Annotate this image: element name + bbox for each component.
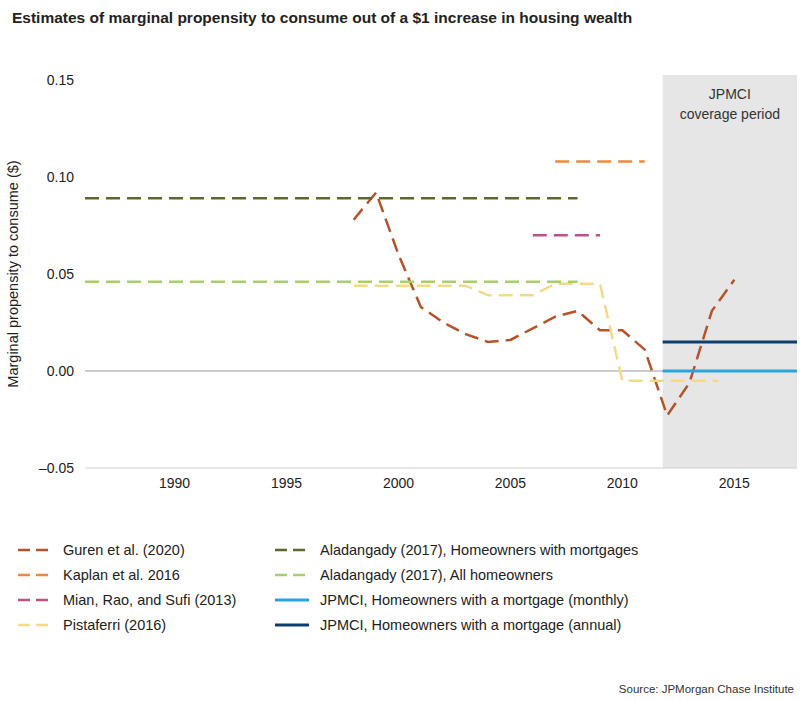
x-tick-label: 2000 bbox=[383, 475, 414, 491]
series-line bbox=[533, 234, 600, 237]
legend-label: Mian, Rao, and Sufi (2013) bbox=[63, 592, 236, 608]
legend-swatch bbox=[18, 599, 52, 602]
legend-label: JPMCI, Homeowners with a mortgage (annua… bbox=[320, 617, 621, 633]
reference-line bbox=[85, 371, 797, 372]
chart-svg: Estimates of marginal propensity to cons… bbox=[0, 0, 800, 701]
y-tick-label: 0.15 bbox=[47, 72, 74, 88]
y-tick-label: –0.05 bbox=[39, 460, 74, 476]
series-line bbox=[354, 193, 735, 416]
x-tick-label: 2015 bbox=[719, 475, 750, 491]
series-line bbox=[663, 340, 797, 343]
legend-swatch bbox=[275, 549, 309, 552]
shaded-region bbox=[663, 75, 797, 468]
series-line bbox=[354, 284, 719, 381]
source: Source: JPMorgan Chase Institute bbox=[619, 683, 794, 695]
x-tick-label: 1995 bbox=[271, 475, 302, 491]
annotation-text: coverage period bbox=[680, 106, 780, 122]
legend-swatch bbox=[18, 624, 52, 627]
legend-label: Kaplan et al. 2016 bbox=[63, 567, 180, 583]
legend-swatch bbox=[275, 624, 309, 627]
series-line bbox=[85, 197, 578, 200]
annotation-text: JPMCI bbox=[709, 86, 751, 102]
y-axis-label: Marginal propensity to consume ($) bbox=[5, 160, 21, 387]
chart-container: Estimates of marginal propensity to cons… bbox=[0, 0, 800, 701]
plot-area bbox=[85, 161, 797, 415]
y-tick-label: 0.05 bbox=[47, 266, 74, 282]
legend-swatch bbox=[275, 599, 309, 602]
legend-swatch bbox=[18, 574, 52, 577]
series-line bbox=[555, 160, 645, 163]
legend-label: Aladangady (2017), All homeowners bbox=[320, 567, 553, 583]
legend-label: Guren et al. (2020) bbox=[63, 542, 185, 558]
legend-swatch bbox=[18, 549, 52, 552]
x-tick-label: 1990 bbox=[159, 475, 190, 491]
series-line bbox=[85, 281, 578, 284]
legend-label: JPMCI, Homeowners with a mortgage (month… bbox=[320, 592, 629, 608]
title: Estimates of marginal propensity to cons… bbox=[12, 9, 632, 26]
legend-label: Aladangady (2017), Homeowners with mortg… bbox=[320, 542, 638, 558]
x-axis-line bbox=[85, 468, 797, 469]
x-tick-label: 2010 bbox=[607, 475, 638, 491]
legend-label: Pistaferri (2016) bbox=[63, 617, 166, 633]
series-line bbox=[663, 370, 797, 373]
legend-swatch bbox=[275, 574, 309, 577]
y-tick-label: 0.10 bbox=[47, 169, 74, 185]
y-tick-label: 0.00 bbox=[47, 363, 74, 379]
x-tick-label: 2005 bbox=[495, 475, 526, 491]
